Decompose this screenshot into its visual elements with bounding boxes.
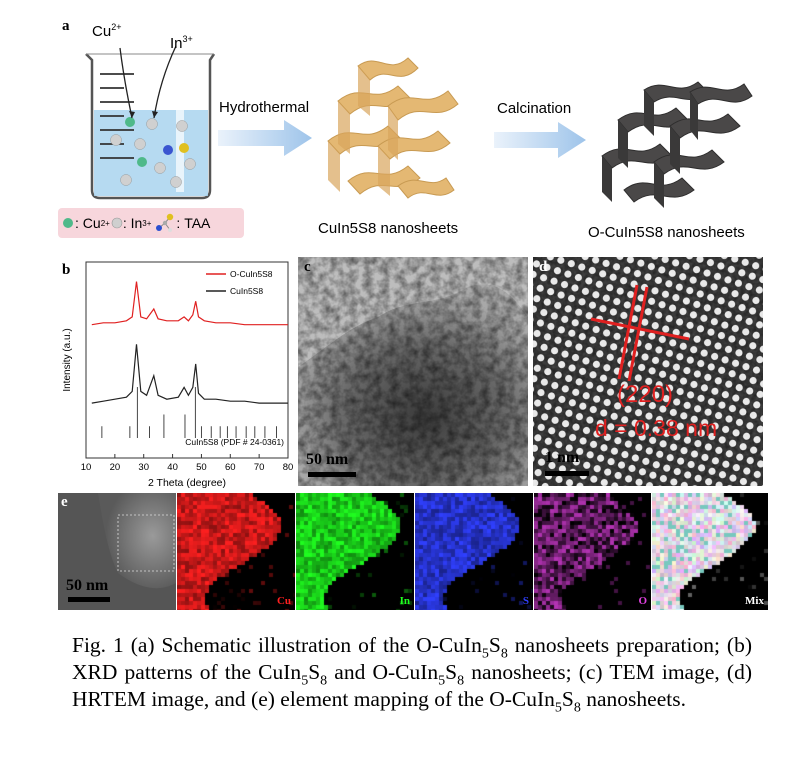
hrtem-lattice [533,257,763,486]
mapping-tile-in: In [296,493,414,610]
mapping-label-mix: Mix [745,595,764,607]
in-map-canvas [296,493,414,610]
xrd-ylabel: Intensity (a.u.) [62,328,73,391]
xrd-chart: 10 20 30 40 50 60 70 80 O-CuIn5S8 CuIn5S8 CuIn5… [62,261,294,489]
s-map-canvas [415,493,533,610]
xrd-x-tick-label: 50 [196,462,207,473]
xrd-x-tick-label: 60 [225,462,236,473]
mapping-tile-mix: Mix [652,493,768,610]
xrd-x-tick-label: 30 [138,462,149,473]
step-calcination-label: Calcination [497,100,572,117]
tem-scale-label: 50 nm [306,451,349,468]
mapping-label-in: In [399,595,410,607]
hydrothermal-arrow-icon [218,120,312,156]
mix-map-canvas [652,493,768,610]
panel-label-b: b [62,262,71,278]
xrd-legend-o-cuin5s8: O-CuIn5S8 [230,269,273,279]
tem-texture [298,257,528,486]
xrd-pdf-label: CuIn5S8 (PDF # 24-0361) [185,437,284,447]
product2-label: O-CuIn5S8 nanosheets [588,224,745,241]
xrd-legend: O-CuIn5S8 CuIn5S8 [206,269,273,296]
hrtem-d-spacing-label: d = 0.38 nm [595,415,718,441]
mapping-tile-cu: Cu [177,493,295,610]
mapping-label-s: S [522,595,529,607]
mapping-label-cu: Cu [276,595,291,607]
tem-scale-bar [308,472,356,477]
hrtem-image: d (220) d = 0.38 nm 1 nm [533,257,763,486]
panel-label-a: a [62,18,70,34]
panel-label-e: e [61,494,68,510]
mapping-tile-s: S [415,493,533,610]
hrtem-plane-label: (220) [617,381,674,408]
taa-molecule-icon [156,213,174,232]
xrd-xlabel: 2 Theta (degree) [148,477,226,489]
in-ion-icon [111,217,123,229]
cu-ion-icon [63,218,73,228]
mapping-scale-label: 50 nm [66,577,109,594]
xrd-plot-frame [85,261,289,459]
cu-ion-label: Cu2+ [92,22,122,40]
xrd-x-tick-label: 10 [81,462,92,473]
tem-image: c 50 nm [298,257,528,486]
beaker-illustration [85,45,216,200]
haadf-texture [58,493,176,610]
hrtem-scale-label: 1 nm [545,449,580,466]
calcination-arrow-icon [494,122,586,158]
mapping-scale-bar [68,597,110,602]
xrd-x-tick-label: 70 [254,462,265,473]
product1-label: CuIn5S8 nanosheets [318,220,459,237]
step-hydrothermal-label: Hydrothermal [219,99,310,116]
panel-label-d: d [539,259,548,275]
hrtem-scale-bar [545,471,589,476]
figure-caption: Fig. 1 (a) Schematic illustration of the… [72,633,752,716]
cu-map-canvas [177,493,295,610]
in-ion-label: In3+ [170,34,193,52]
xrd-x-tick-label: 20 [110,462,121,473]
schematic-legend: : Cu 2+ : In 3+ : TAA [58,208,244,238]
panel-label-c: c [304,259,311,275]
o-cuin5s8-nanosheets-illustration [601,81,753,208]
cuin5s8-nanosheets-illustration [327,57,459,199]
xrd-x-tick-label: 80 [283,462,294,473]
o-map-canvas [534,493,651,610]
mapping-tile-o: O [534,493,651,610]
mapping-label-o: O [638,595,647,607]
xrd-series-line [91,281,288,326]
xrd-x-tick-label: 40 [167,462,178,473]
mapping-haadf-image: e 50 nm [58,493,176,610]
xrd-legend-cuin5s8: CuIn5S8 [230,286,263,296]
xrd-series-line [91,344,288,404]
